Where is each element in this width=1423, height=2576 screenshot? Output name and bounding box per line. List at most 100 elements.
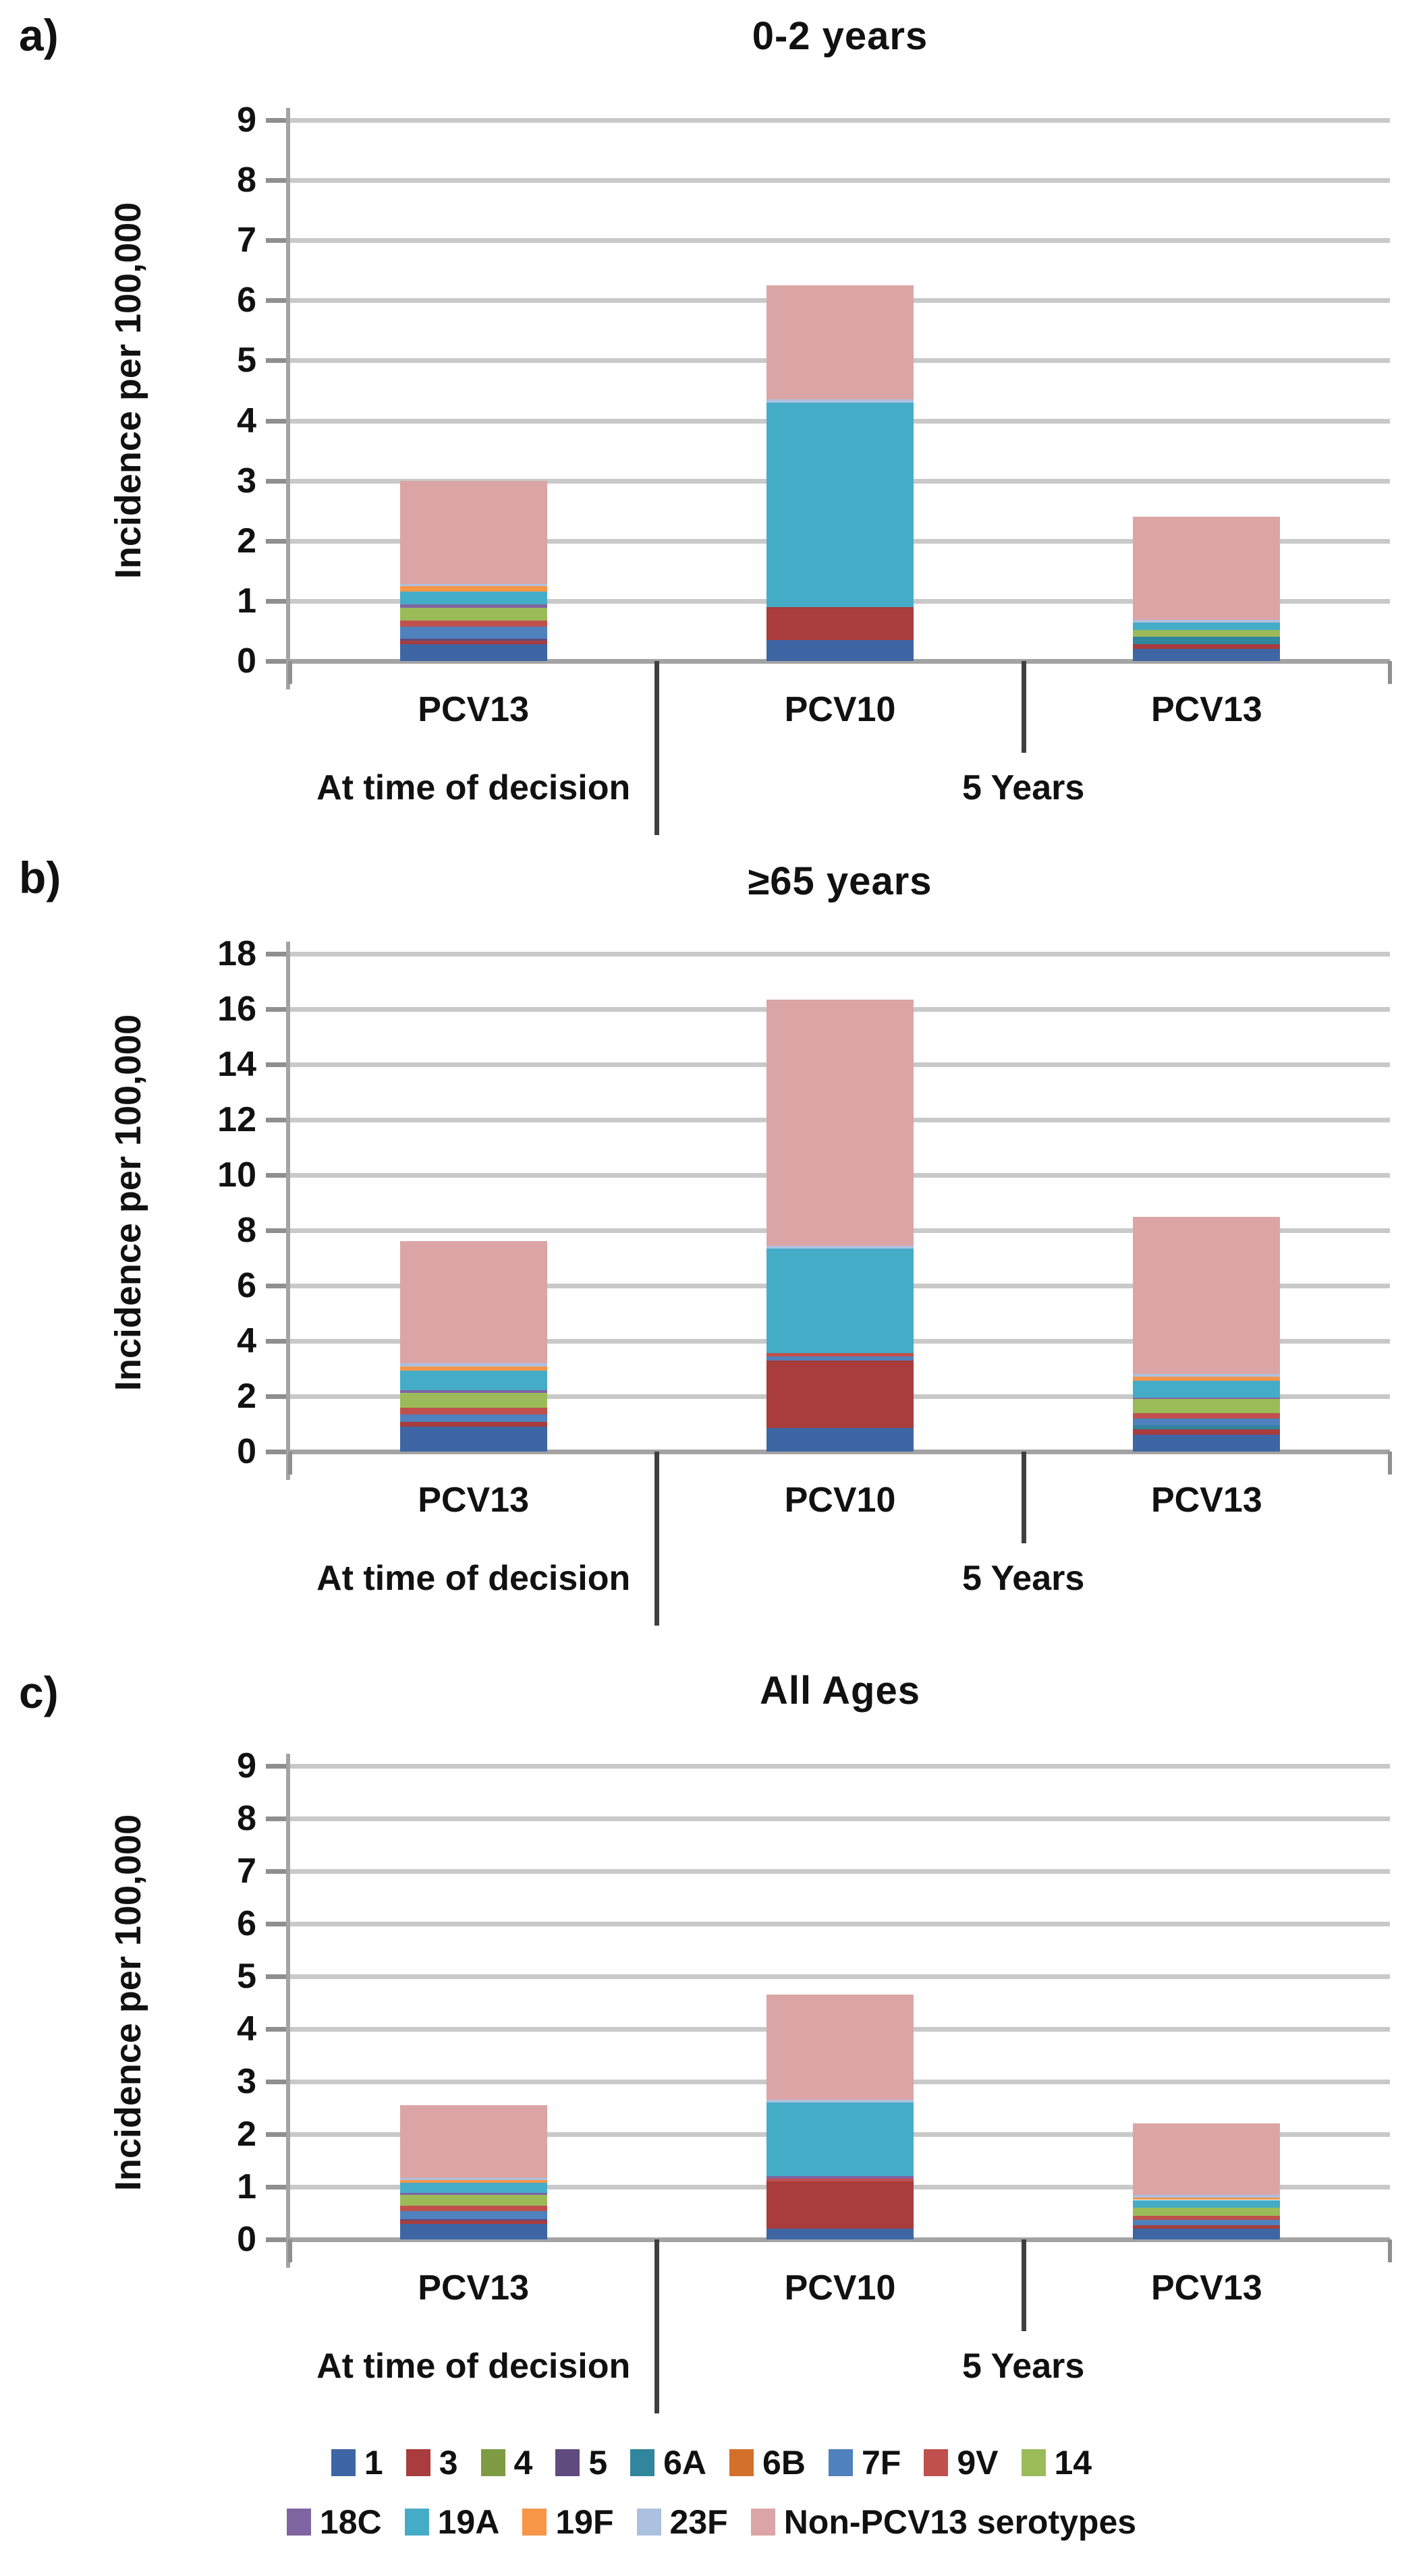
bar-segment-9v — [399, 621, 547, 627]
x-axis-line — [290, 2237, 1390, 2242]
legend-swatch-icon — [924, 2449, 949, 2476]
y-tick-label: 10 — [217, 1155, 256, 1195]
y-axis-tick — [266, 298, 286, 304]
y-tick-label: 2 — [237, 521, 256, 561]
bar-segment-19a — [1133, 622, 1281, 630]
x-axis-line — [290, 659, 1390, 664]
panel-65plus-years: b) ≥65 years Incidence per 100,000 0 2 4 6 8… — [0, 840, 1423, 1656]
y-axis-tick — [266, 118, 286, 123]
bar-segment-19a — [1133, 2200, 1281, 2208]
group-label-5-years: 5 Years — [962, 768, 1085, 807]
y-tick-label: 18 — [217, 934, 256, 973]
y-axis-tick — [266, 418, 286, 424]
y-axis-tick — [266, 2132, 286, 2137]
bar-segment-non-pcv13-serotypes — [1133, 2123, 1281, 2195]
y-tick-label: 7 — [237, 221, 256, 260]
legend-label: 7F — [861, 2444, 901, 2482]
group-divider-short — [1021, 1452, 1026, 1543]
bar-segment-19a — [766, 1248, 914, 1354]
y-axis-tick — [266, 1922, 286, 1926]
bar-segment-3 — [766, 606, 914, 640]
y-tick-label: 6 — [237, 1266, 256, 1305]
y-tick-label: 2 — [237, 1377, 256, 1416]
bar-segment-non-pcv13-serotypes — [399, 2105, 547, 2178]
bar-segment-1 — [1133, 2229, 1281, 2239]
panel-letter-b: b) — [19, 853, 61, 903]
y-tick-label: 5 — [237, 1957, 256, 1996]
gridline — [290, 1922, 1390, 1926]
legend-swatch-icon — [1021, 2449, 1046, 2476]
group-label-decision: At time of decision — [316, 1559, 631, 1598]
y-tick-label: 8 — [237, 1211, 256, 1250]
bar-segment-5 — [399, 2219, 547, 2221]
y-tick-label: 12 — [217, 1100, 256, 1139]
serotype-legend: 1 3 4 5 6A 6B 7F 9V 14 18C 19A 19F 23F Non-PCV13 ser… — [0, 2443, 1423, 2562]
y-axis-line — [286, 942, 290, 1480]
bar-segment-23f — [766, 399, 914, 403]
gridline — [290, 1869, 1390, 1874]
legend-item-9v: 9V — [924, 2443, 999, 2482]
bar-segment-18c — [399, 604, 547, 608]
y-tick-label: 8 — [237, 1799, 256, 1838]
x-category-label: PCV13 — [418, 2268, 530, 2308]
group-divider-short — [1021, 2239, 1026, 2331]
y-axis-label: Incidence per 100,000 — [108, 1014, 148, 1392]
y-axis-tick — [266, 659, 286, 664]
bar-segment-9v — [399, 1408, 547, 1415]
bar-segment-14 — [399, 2195, 547, 2206]
bar-segment-6a — [1133, 637, 1281, 645]
group-label-decision: At time of decision — [316, 2347, 631, 2386]
x-category-label: PCV13 — [1150, 2268, 1262, 2308]
bar-segment-23f — [1133, 620, 1281, 623]
legend-label: 18C — [319, 2503, 382, 2541]
y-tick-label: 2 — [237, 2115, 256, 2154]
chart-title-all-ages: All Ages — [760, 1669, 920, 1713]
legend-swatch-icon — [286, 2509, 311, 2536]
legend-label: 9V — [957, 2444, 999, 2482]
bar-segment-1 — [1133, 1435, 1281, 1452]
gridline — [290, 1816, 1390, 1821]
legend-label: 6B — [762, 2444, 806, 2482]
bar-segment-9v — [399, 2206, 547, 2211]
bar-segment-23f — [399, 583, 547, 586]
category-boundary-tick — [1388, 1452, 1392, 1475]
bar-segment-3 — [399, 2220, 547, 2224]
y-axis-tick — [266, 1339, 286, 1344]
legend-swatch-icon — [636, 2509, 661, 2536]
y-axis-tick — [266, 2237, 286, 2242]
y-axis-label: Incidence per 100,000 — [108, 1814, 148, 2192]
legend-label: 1 — [364, 2444, 383, 2482]
bar-segment-14 — [1133, 629, 1281, 637]
y-axis-tick — [266, 1450, 286, 1454]
legend-item-6b: 6B — [729, 2443, 806, 2482]
y-axis-tick — [266, 1118, 286, 1122]
panel-0-2-years: a) 0-2 years Incidence per 100,000 0 1 2 3 4… — [0, 0, 1423, 840]
y-axis-tick — [266, 1869, 286, 1874]
legend-swatch-icon — [750, 2509, 775, 2536]
bar-segment-1 — [1133, 649, 1281, 661]
y-axis-tick — [266, 598, 286, 604]
x-category-label: PCV13 — [418, 1481, 530, 1520]
bar-segment-14 — [399, 1392, 547, 1408]
x-category-label: PCV13 — [418, 690, 530, 729]
bar-segment-non-pcv13-serotypes — [766, 999, 914, 1246]
bar-segment-3 — [1133, 2225, 1281, 2229]
group-label-5-years: 5 Years — [962, 2347, 1085, 2386]
bar-segment-19a — [766, 2102, 914, 2177]
bar-segment-7f — [766, 1356, 914, 1361]
legend-label: 3 — [439, 2444, 458, 2482]
y-axis-tick — [266, 1764, 286, 1769]
bar-segment-14 — [1133, 1399, 1281, 1413]
bar-segment-9v — [1133, 2215, 1281, 2221]
legend-item-non-pcv13-serotypes: Non-PCV13 serotypes — [750, 2502, 1136, 2542]
legend-swatch-icon — [331, 2449, 356, 2476]
bar-segment-19f — [1133, 1377, 1281, 1381]
category-boundary-tick — [1388, 2239, 1392, 2262]
y-tick-label: 8 — [237, 161, 256, 200]
panel-all-ages: c) All Ages Incidence per 100,000 0 1 2 3 4 5… — [0, 1656, 1423, 2442]
x-category-label: PCV10 — [784, 2268, 896, 2308]
bar-segment-14 — [399, 607, 547, 621]
bar-segment-3 — [1133, 644, 1281, 650]
bar-segment-non-pcv13-serotypes — [399, 1241, 547, 1363]
